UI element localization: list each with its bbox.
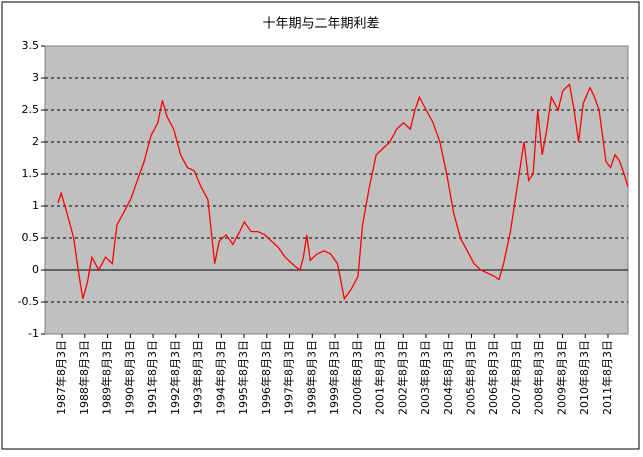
y-tick-label: -0.5 [18,295,39,308]
x-tick-label: 1993年8月3日 [191,340,205,415]
plot-area [44,45,629,335]
x-tick-label: 2004年8月3日 [441,340,455,415]
x-tick-label: 1999年8月3日 [327,340,341,415]
x-tick-label: 2002年8月3日 [395,340,409,415]
y-tick-label: 0 [32,263,39,276]
x-tick-label: 1990年8月3日 [122,340,136,415]
x-tick-label: 2001年8月3日 [373,340,387,415]
y-tick-label: -1 [28,327,39,340]
x-tick-label: 2003年8月3日 [418,340,432,415]
chart-title: 十年期与二年期利差 [262,17,379,32]
y-tick-label: 2.5 [22,103,40,116]
x-tick-label: 1989年8月3日 [100,340,114,415]
x-tick-label: 1998年8月3日 [304,340,318,415]
x-tick-label: 2005年8月3日 [464,340,478,415]
x-tick-label: 2008年8月3日 [532,340,546,415]
x-tick-label: 2010年8月3日 [577,340,591,415]
y-tick-label: 1.5 [22,167,40,180]
x-tick-label: 2007年8月3日 [509,340,523,415]
x-tick-label: 2006年8月3日 [486,340,500,415]
x-tick-label: 1995年8月3日 [236,340,250,415]
x-tick-label: 1997年8月3日 [282,340,296,415]
data-line [57,83,629,301]
x-tick-label: 1988年8月3日 [77,340,91,415]
x-tick-label: 2009年8月3日 [554,340,568,415]
x-tick-label: 1994年8月3日 [213,340,227,415]
x-tick-label: 2011年8月3日 [600,340,614,415]
y-tick-label: 3 [32,71,39,84]
x-tick-label: 1996年8月3日 [259,340,273,415]
y-tick-label: 0.5 [22,231,40,244]
x-tick-label: 2000年8月3日 [350,340,364,415]
x-tick-label: 1991年8月3日 [145,340,159,415]
x-tick-label: 1992年8月3日 [168,340,182,415]
y-tick-label: 2 [32,135,39,148]
y-tick-label: 3.5 [22,39,40,52]
x-tick-label: 1987年8月3日 [54,340,68,415]
y-tick-label: 1 [32,199,39,212]
